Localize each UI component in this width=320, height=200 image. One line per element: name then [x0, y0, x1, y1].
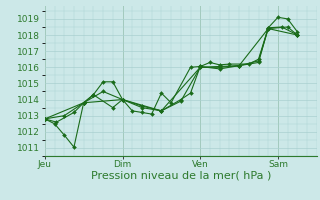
X-axis label: Pression niveau de la mer( hPa ): Pression niveau de la mer( hPa )	[91, 171, 271, 181]
